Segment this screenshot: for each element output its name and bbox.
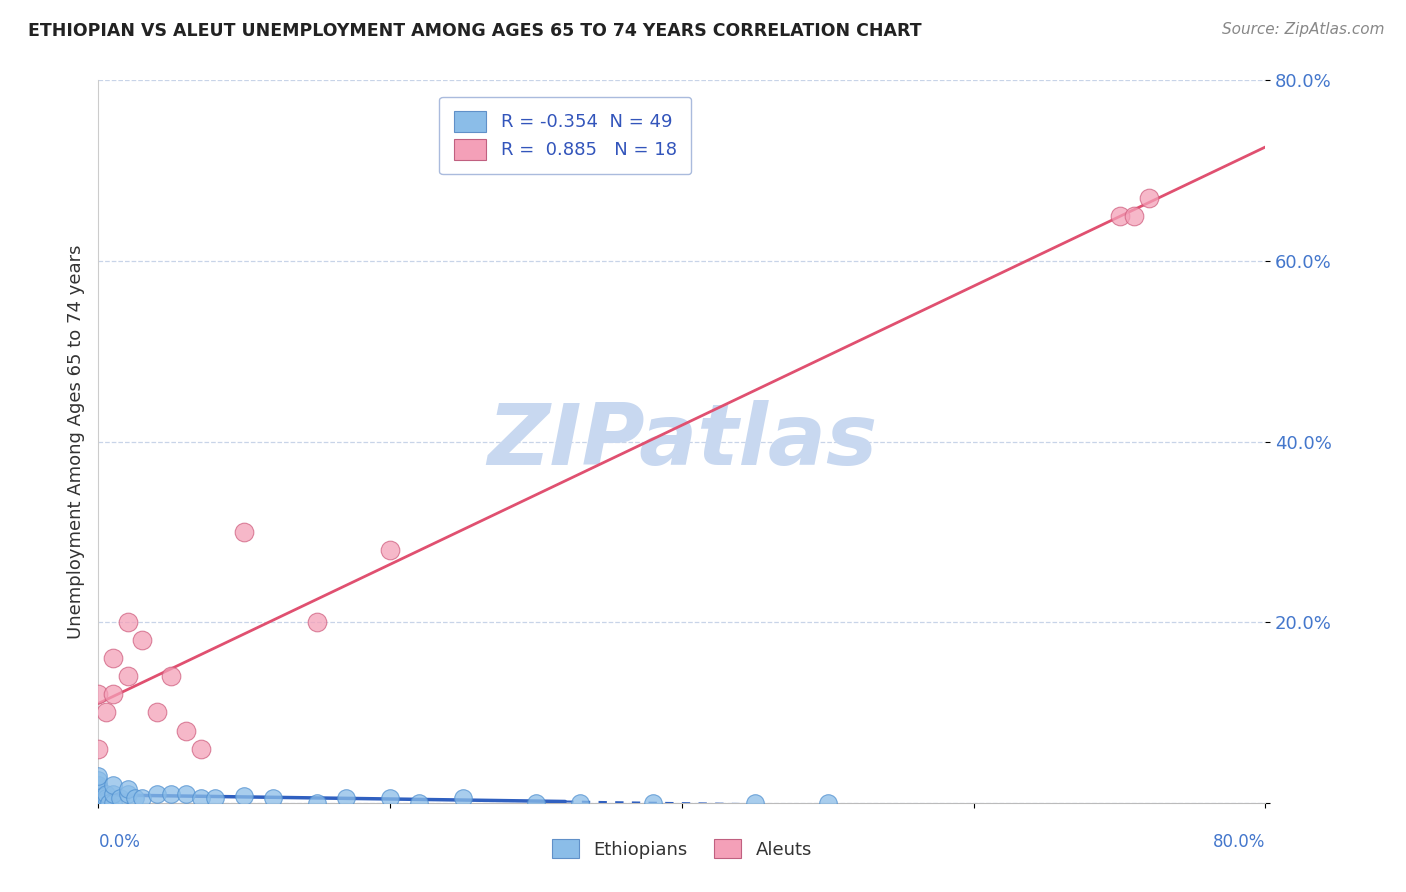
Point [307,615,329,630]
Point [87,780,110,794]
Point [117,615,139,630]
Point [101,687,124,701]
Point [262,791,284,805]
Point [160,787,183,801]
Point [1108,209,1130,223]
Point [131,633,153,648]
Point [204,791,226,805]
Point [190,791,212,805]
Text: 0.0%: 0.0% [98,833,141,851]
Point [94,787,117,801]
Point [87,787,110,801]
Point [233,524,256,539]
Point [160,669,183,683]
Point [87,687,110,701]
Point [233,789,256,803]
Point [87,789,110,803]
Point [744,796,766,810]
Y-axis label: Unemployment Among Ages 65 to 74 years: Unemployment Among Ages 65 to 74 years [66,244,84,639]
Point [87,791,110,805]
Legend: Ethiopians, Aleuts: Ethiopians, Aleuts [544,832,820,866]
Point [817,796,839,810]
Point [146,706,169,720]
Text: ZIPatlas: ZIPatlas [486,400,877,483]
Point [568,796,591,810]
Point [87,796,110,810]
Point [408,796,430,810]
Point [117,787,139,801]
Point [87,796,110,810]
Point [641,796,664,810]
Point [335,791,357,805]
Point [131,791,153,805]
Point [87,782,110,797]
Point [451,791,474,805]
Point [87,769,110,783]
Point [87,793,110,807]
Point [94,706,117,720]
Point [380,542,402,557]
Point [146,787,169,801]
Point [174,723,197,738]
Text: ETHIOPIAN VS ALEUT UNEMPLOYMENT AMONG AGES 65 TO 74 YEARS CORRELATION CHART: ETHIOPIAN VS ALEUT UNEMPLOYMENT AMONG AG… [28,22,922,40]
Point [87,787,110,801]
Point [87,796,110,810]
Point [101,778,124,792]
Point [87,778,110,792]
Point [87,796,110,810]
Point [1123,209,1146,223]
Point [524,796,547,810]
Point [117,669,139,683]
Point [307,796,329,810]
Point [94,791,117,805]
Point [87,796,110,810]
Point [174,787,197,801]
Point [87,791,110,805]
Point [1137,191,1160,205]
Point [101,651,124,665]
Point [87,773,110,788]
Point [87,741,110,756]
Point [87,782,110,797]
Text: Source: ZipAtlas.com: Source: ZipAtlas.com [1222,22,1385,37]
Point [87,785,110,799]
Point [190,741,212,756]
Point [97,796,120,810]
Point [91,796,114,810]
Point [101,787,124,801]
Point [101,796,124,810]
Text: 80.0%: 80.0% [1213,833,1265,851]
Point [87,778,110,792]
Point [87,796,110,810]
Point [124,791,146,805]
Point [380,791,402,805]
Point [110,791,132,805]
Point [117,782,139,797]
